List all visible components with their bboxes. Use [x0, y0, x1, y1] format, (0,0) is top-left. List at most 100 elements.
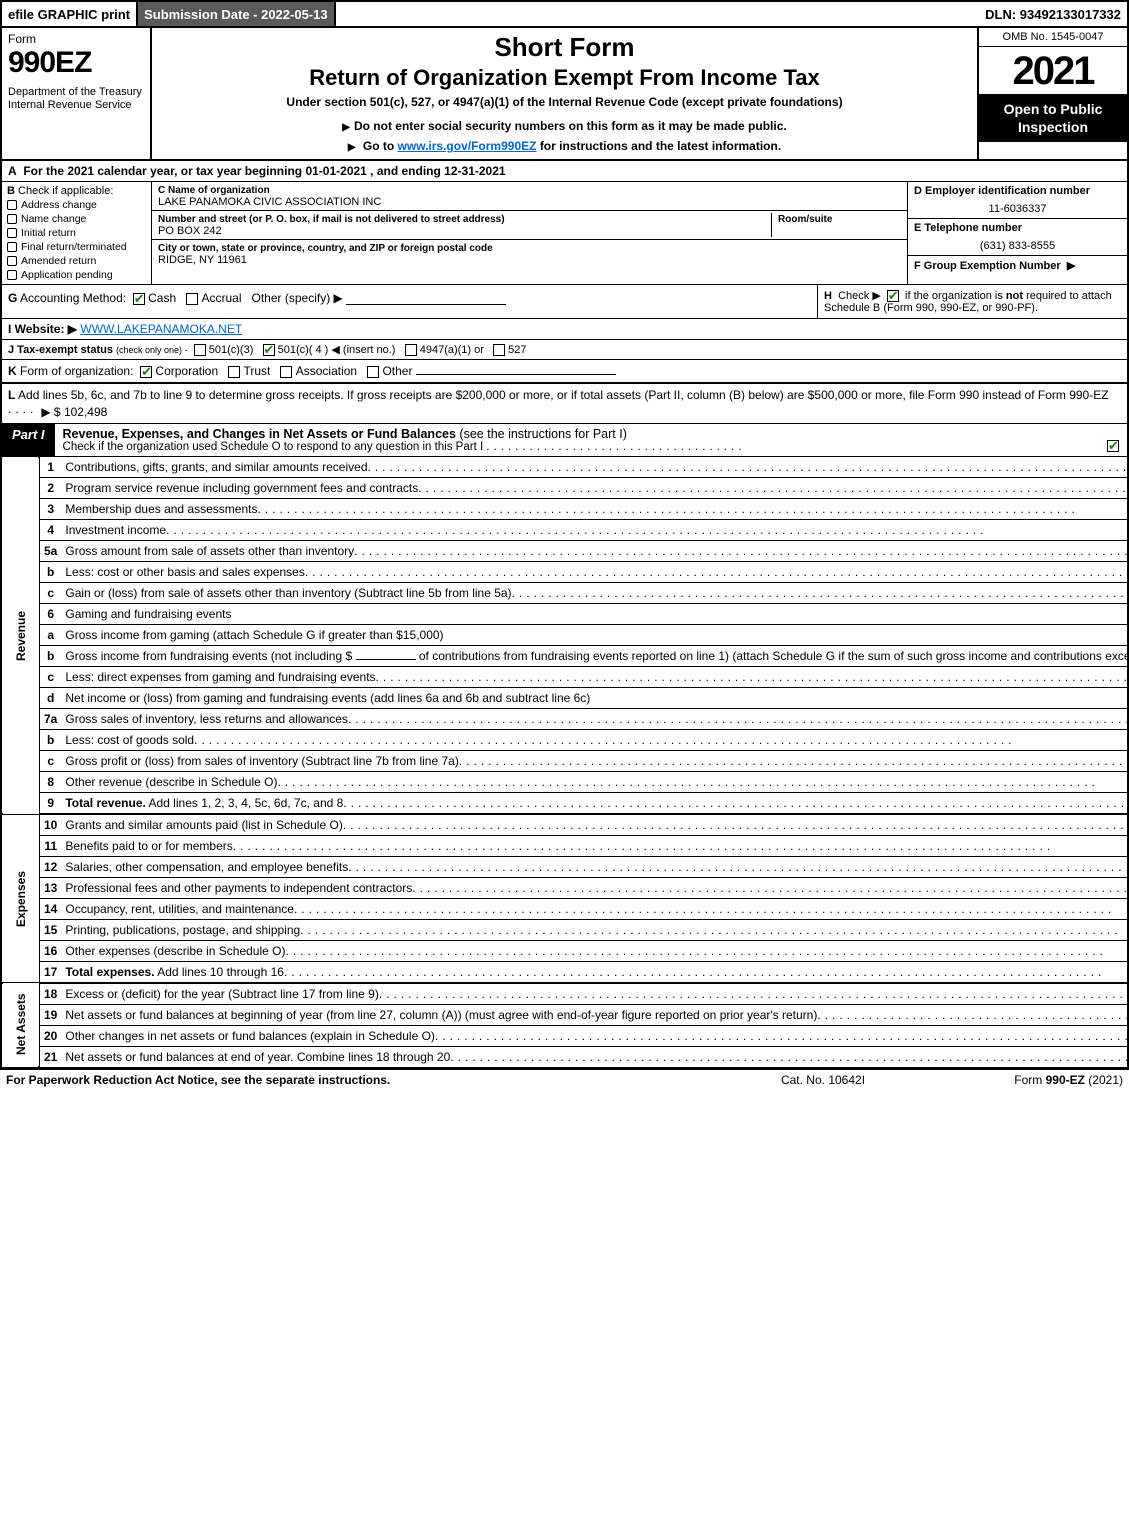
sec-b-label: B — [7, 185, 15, 197]
sec-l-label: L — [8, 388, 15, 402]
group-exemption: F Group Exemption Number ▶ — [908, 255, 1127, 275]
section-h: H Check ▶ if the organization is not req… — [817, 285, 1127, 318]
part-i-tab: Part I — [2, 424, 55, 456]
org-city-label: City or town, state or province, country… — [158, 243, 493, 254]
footer-mid: Cat. No. 10642I — [723, 1073, 923, 1087]
l-arrow: ▶ $ — [41, 405, 60, 419]
tax-exempt-label: J Tax-exempt status — [8, 344, 113, 356]
sec-l-text: Add lines 5b, 6c, and 7b to line 9 to de… — [18, 388, 1109, 402]
chk-association[interactable] — [280, 366, 292, 378]
chk-application-pending[interactable]: Application pending — [7, 269, 146, 281]
chk-accrual[interactable] — [186, 293, 198, 305]
phone-label: E Telephone number — [908, 218, 1127, 237]
row-12: 12 Salaries, other compensation, and emp… — [2, 857, 1129, 878]
sec-b-text: Check if applicable: — [18, 185, 113, 197]
section-def: D Employer identification number 11-6036… — [907, 182, 1127, 284]
chk-other-org[interactable] — [367, 366, 379, 378]
note-ssn: Do not enter social security numbers on … — [160, 119, 969, 133]
row-17: 17 Total expenses. Add lines 10 through … — [2, 962, 1129, 984]
row-5c: c Gain or (loss) from sale of assets oth… — [2, 583, 1129, 604]
row-6c: c Less: direct expenses from gaming and … — [2, 667, 1129, 688]
chk-527[interactable] — [493, 344, 505, 356]
header-right: OMB No. 1545-0047 2021 Open to Public In… — [977, 28, 1127, 159]
row-4: 4 Investment income 4 — [2, 520, 1129, 541]
line-table: Revenue 1 Contributions, gifts, grants, … — [2, 457, 1129, 1067]
row-6a: a Gross income from gaming (attach Sched… — [2, 625, 1129, 646]
chk-trust[interactable] — [228, 366, 240, 378]
row-14: 14 Occupancy, rent, utilities, and maint… — [2, 899, 1129, 920]
topbar: efile GRAPHIC print Submission Date - 20… — [2, 2, 1127, 28]
side-net-assets: Net Assets — [2, 983, 39, 1067]
section-b: B Check if applicable: Address change Na… — [2, 182, 152, 284]
other-line[interactable] — [346, 304, 506, 305]
chk-address-change[interactable]: Address change — [7, 199, 146, 211]
row-6d: d Net income or (loss) from gaming and f… — [2, 688, 1129, 709]
l-value: 102,498 — [64, 405, 107, 419]
row-21: 21 Net assets or fund balances at end of… — [2, 1047, 1129, 1068]
sec-a-text: For the 2021 calendar year, or tax year … — [23, 164, 505, 178]
short-form-title: Short Form — [160, 32, 969, 63]
other-specify: Other (specify) ▶ — [252, 291, 343, 305]
row-9: 9 Total revenue. Add lines 1, 2, 3, 4, 5… — [2, 793, 1129, 815]
website-link[interactable]: WWW.LAKEPANAMOKA.NET — [80, 322, 242, 336]
efile-print[interactable]: efile GRAPHIC print — [2, 2, 138, 26]
chk-final-return[interactable]: Final return/terminated — [7, 241, 146, 253]
org-name-row: C Name of organization LAKE PANAMOKA CIV… — [152, 182, 907, 211]
header-left: Form 990EZ Department of the Treasury In… — [2, 28, 152, 159]
l1-desc: Contributions, gifts, grants, and simila… — [65, 460, 367, 474]
org-city-row: City or town, state or province, country… — [152, 240, 907, 268]
part-i-title: Revenue, Expenses, and Changes in Net As… — [55, 424, 1099, 456]
org-name: LAKE PANAMOKA CIVIC ASSOCIATION INC — [158, 196, 381, 208]
footer-left: For Paperwork Reduction Act Notice, see … — [6, 1073, 723, 1087]
sec-g-text: Accounting Method: — [20, 291, 126, 305]
section-gh: G Accounting Method: Cash Accrual Other … — [2, 285, 1127, 319]
department: Department of the Treasury Internal Reve… — [8, 86, 144, 112]
row-19: 19 Net assets or fund balances at beginn… — [2, 1005, 1129, 1026]
chk-name-change[interactable]: Name change — [7, 213, 146, 225]
sec-g-label: G — [8, 291, 17, 305]
other-org-line[interactable] — [416, 374, 616, 375]
org-address-row: Number and street (or P. O. box, if mail… — [152, 211, 907, 240]
goto-post: for instructions and the latest informat… — [540, 139, 781, 153]
section-bcdef: B Check if applicable: Address change Na… — [2, 182, 1127, 285]
subtitle: Under section 501(c), 527, or 4947(a)(1)… — [160, 95, 969, 109]
chk-501c3[interactable] — [194, 344, 206, 356]
page-footer: For Paperwork Reduction Act Notice, see … — [0, 1069, 1129, 1090]
row-18: Net Assets 18 Excess or (deficit) for th… — [2, 983, 1129, 1005]
footer-right: Form 990-EZ (2021) — [923, 1073, 1123, 1087]
section-i: I Website: ▶ WWW.LAKEPANAMOKA.NET — [2, 319, 1127, 340]
part-i-check[interactable] — [1099, 424, 1127, 456]
open-inspection: Open to Public Inspection — [979, 95, 1127, 142]
chk-cash[interactable] — [133, 293, 145, 305]
tax-year: 2021 — [979, 47, 1127, 95]
irs-link[interactable]: www.irs.gov/Form990EZ — [398, 139, 537, 153]
row-8: 8 Other revenue (describe in Schedule O)… — [2, 772, 1129, 793]
chk-sched-b[interactable] — [887, 290, 899, 302]
form-title: Return of Organization Exempt From Incom… — [160, 65, 969, 91]
chk-initial-return[interactable]: Initial return — [7, 227, 146, 239]
side-expenses: Expenses — [2, 814, 39, 983]
row-11: 11 Benefits paid to or for members 11 — [2, 836, 1129, 857]
topbar-spacer — [336, 2, 980, 26]
goto-pre: Go to — [363, 139, 398, 153]
form-header: Form 990EZ Department of the Treasury In… — [2, 28, 1127, 161]
section-g: G Accounting Method: Cash Accrual Other … — [2, 285, 817, 318]
section-c: C Name of organization LAKE PANAMOKA CIV… — [152, 182, 907, 284]
chk-corporation[interactable] — [140, 366, 152, 378]
submission-date: Submission Date - 2022-05-13 — [138, 2, 336, 26]
form-container: efile GRAPHIC print Submission Date - 20… — [0, 0, 1129, 1069]
ein-label: D Employer identification number — [908, 182, 1127, 200]
chk-501c[interactable] — [263, 344, 275, 356]
sec-k-text: Form of organization: — [20, 364, 133, 378]
row-20: 20 Other changes in net assets or fund b… — [2, 1026, 1129, 1047]
form-number: 990EZ — [8, 46, 144, 80]
row-13: 13 Professional fees and other payments … — [2, 878, 1129, 899]
chk-amended-return[interactable]: Amended return — [7, 255, 146, 267]
sec-k-label: K — [8, 364, 17, 378]
chk-4947[interactable] — [405, 344, 417, 356]
note-goto: Go to www.irs.gov/Form990EZ for instruct… — [160, 139, 969, 153]
row-16: 16 Other expenses (describe in Schedule … — [2, 941, 1129, 962]
row-7c: c Gross profit or (loss) from sales of i… — [2, 751, 1129, 772]
header-mid: Short Form Return of Organization Exempt… — [152, 28, 977, 159]
side-revenue: Revenue — [2, 457, 39, 814]
